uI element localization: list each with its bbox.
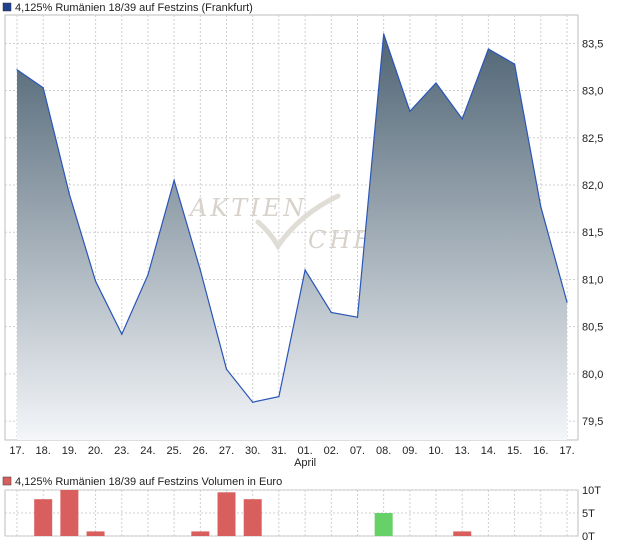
price-point: [356, 316, 359, 318]
price-point: [461, 118, 463, 120]
volume-title: 4,125% Rumänien 18/39 auf Festzins Volum…: [15, 476, 282, 488]
price-point: [16, 69, 18, 71]
x-tick-label: 25.: [166, 445, 181, 457]
x-tick-label: 01.: [297, 445, 312, 457]
x-tick-label: 14.: [481, 445, 496, 457]
x-tick-label: 27.: [219, 445, 234, 457]
y-tick-label: 81,0: [582, 274, 603, 286]
y-tick-label: 79,5: [582, 416, 603, 428]
price-point: [409, 110, 411, 112]
y-tick-label: 80,5: [582, 322, 603, 334]
price-point: [199, 269, 201, 271]
price-point: [566, 301, 568, 303]
x-tick-label: 20.: [88, 445, 103, 457]
price-point: [173, 179, 175, 181]
legend-swatch-volume: [2, 476, 12, 486]
y-tick-label: 83,5: [582, 38, 603, 50]
x-tick-label: 19.: [62, 445, 77, 457]
price-point: [94, 280, 97, 282]
x-tick-label: 13.: [455, 445, 470, 457]
price-point: [68, 193, 70, 196]
x-tick-label: 17.: [9, 445, 24, 457]
x-tick-label: 31.: [271, 445, 286, 457]
y-tick-label: 80,0: [582, 369, 603, 381]
x-month-label: April: [294, 457, 316, 469]
price-point: [121, 333, 123, 335]
price-point: [278, 395, 280, 398]
price-point: [225, 368, 228, 370]
watermark-check-icon: [255, 193, 341, 251]
volume-bar: [217, 492, 236, 536]
volume-bar: [191, 531, 210, 536]
volume-bar: [374, 513, 393, 536]
x-tick-label: 30.: [245, 445, 260, 457]
volume-bar: [34, 499, 53, 536]
price-point: [487, 48, 490, 50]
price-point: [147, 274, 149, 276]
x-tick-label: 15.: [507, 445, 522, 457]
x-tick-label: 18.: [36, 445, 51, 457]
legend-swatch-price: [2, 2, 12, 12]
x-tick-label: 08.: [376, 445, 391, 457]
price-point: [383, 33, 385, 35]
volume-bar: [453, 531, 472, 536]
x-tick-label: 26.: [193, 445, 208, 457]
y-tick-label: 81,5: [582, 227, 603, 239]
volume-bar: [86, 531, 105, 536]
y-tick-label: 82,0: [582, 180, 603, 192]
x-tick-label: 02.: [324, 445, 339, 457]
price-line: [16, 33, 568, 403]
volume-bar: [60, 490, 79, 536]
volume-tick-label: 0T: [582, 531, 595, 543]
price-point: [42, 87, 44, 89]
volume-tick-label: 10T: [582, 485, 601, 497]
price-area: [17, 33, 567, 441]
x-tick-label: 10.: [428, 445, 443, 457]
price-point: [435, 82, 437, 84]
y-tick-label: 83,0: [582, 86, 603, 98]
volume-bar: [243, 499, 262, 536]
price-point: [514, 63, 516, 65]
x-tick-label: 17.: [559, 445, 574, 457]
x-tick-label: 24.: [140, 445, 155, 457]
volume-tick-label: 5T: [582, 508, 595, 520]
x-tick-label: 09.: [402, 445, 417, 457]
y-tick-label: 82,5: [582, 133, 603, 145]
price-point: [330, 311, 332, 314]
price-point: [540, 206, 542, 208]
chart-title: 4,125% Rumänien 18/39 auf Festzins (Fran…: [15, 2, 253, 14]
x-tick-label: 16.: [533, 445, 548, 457]
x-tick-label: 23.: [114, 445, 129, 457]
price-point: [304, 269, 306, 271]
watermark-text: AKTIEN: [188, 194, 307, 222]
price-point: [252, 401, 254, 403]
x-tick-label: 07.: [350, 445, 365, 457]
